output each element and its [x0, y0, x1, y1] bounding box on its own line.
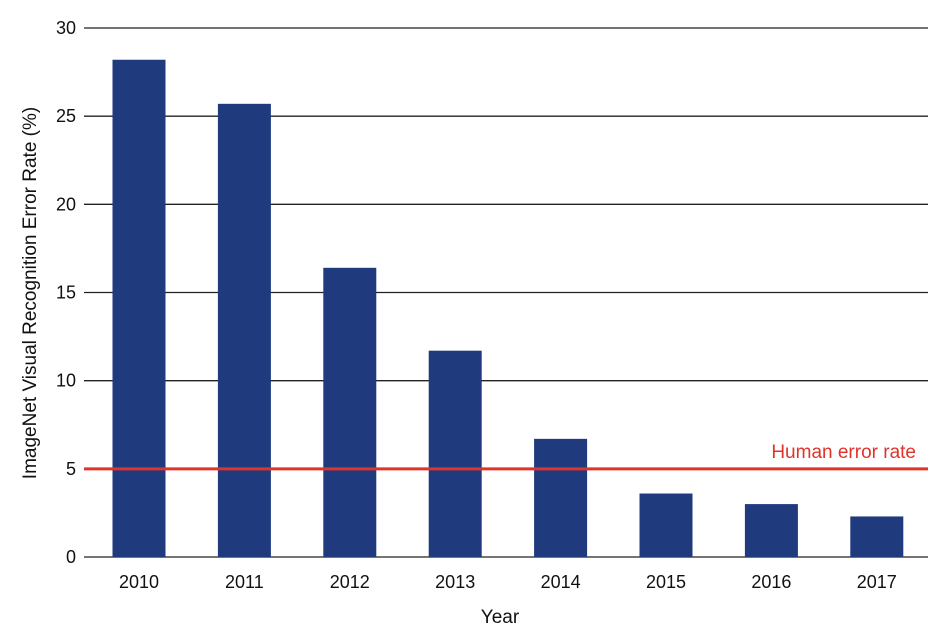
bar-2014 [534, 438, 588, 557]
y-tick-label-10: 10 [56, 371, 76, 391]
gridlines [84, 27, 928, 558]
bar-2011 [217, 103, 271, 557]
x-tick-label-2015: 2015 [646, 572, 686, 592]
bar-2017 [850, 516, 904, 557]
x-tick-label-2010: 2010 [119, 572, 159, 592]
reference-line-group: Human error rate [84, 442, 928, 471]
x-tick-label-2016: 2016 [751, 572, 791, 592]
y-tick-label-30: 30 [56, 18, 76, 38]
y-tick-label-0: 0 [66, 547, 76, 567]
bars [112, 59, 904, 558]
y-tick-label-20: 20 [56, 194, 76, 214]
bar-2012 [323, 267, 377, 557]
x-tick-label-2017: 2017 [857, 572, 897, 592]
y-tick-labels: 0 5 10 15 20 25 30 [56, 18, 76, 567]
x-tick-label-2014: 2014 [541, 572, 581, 592]
bar-2016 [744, 504, 798, 557]
x-tick-label-2013: 2013 [435, 572, 475, 592]
y-tick-label-5: 5 [66, 459, 76, 479]
x-axis-label: Year [481, 607, 520, 628]
bar-2010 [112, 59, 166, 558]
bar-2015 [639, 493, 693, 557]
x-tick-label-2012: 2012 [330, 572, 370, 592]
y-tick-label-15: 15 [56, 283, 76, 303]
x-tick-label-2011: 2011 [225, 572, 264, 592]
y-tick-label-25: 25 [56, 106, 76, 126]
y-axis-label: ImageNet Visual Recognition Error Rate (… [20, 107, 41, 479]
x-tick-labels: 2010 2011 2012 2013 2014 2015 2016 2017 [119, 572, 897, 592]
bar-2013 [428, 350, 482, 557]
human-error-rate-label: Human error rate [771, 442, 916, 463]
